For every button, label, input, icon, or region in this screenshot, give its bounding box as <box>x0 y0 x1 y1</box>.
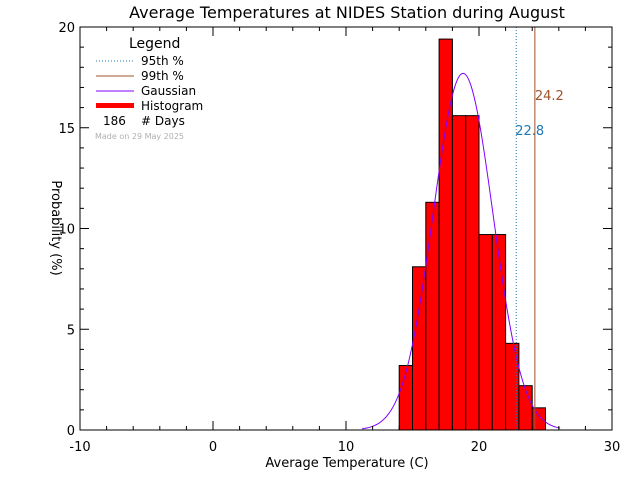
histogram-bar <box>478 234 493 431</box>
x-tick-label-4: 30 <box>604 440 621 455</box>
histogram-bar <box>531 407 547 431</box>
percentile-99-label: 24.2 <box>535 89 564 104</box>
y-tick-label-2: 10 <box>58 223 75 238</box>
x-tick-label-3: 20 <box>471 440 488 455</box>
made-on-note: Made on 29 May 2025 <box>95 132 184 141</box>
legend-days-count: 186 <box>103 114 126 128</box>
x-tick-label-0: -10 <box>69 440 90 455</box>
histogram-bar <box>425 201 440 431</box>
x-tick-label-1: 0 <box>209 440 217 455</box>
legend-label-histogram: Histogram <box>141 99 203 113</box>
histogram-bar <box>412 266 427 431</box>
histogram-bars <box>398 38 547 431</box>
y-tick-label-1: 5 <box>67 323 75 338</box>
legend-swatch-histogram <box>96 103 134 108</box>
chart-title: Average Temperatures at NIDES Station du… <box>129 3 565 22</box>
histogram-bar <box>491 234 507 431</box>
y-tick-label-4: 20 <box>58 21 75 36</box>
histogram-bar <box>518 385 533 431</box>
legend-title: Legend <box>129 36 180 52</box>
legend-label-99th: 99th % <box>141 69 184 83</box>
histogram-bar <box>465 115 480 431</box>
legend-label-95th: 95th % <box>141 54 184 68</box>
axis-ticks <box>79 26 613 431</box>
legend-label-gaussian: Gaussian <box>141 84 196 98</box>
histogram-bar <box>505 342 520 431</box>
histogram-bar <box>398 365 414 431</box>
x-tick-label-2: 10 <box>338 440 355 455</box>
percentile-95-label: 22.8 <box>515 124 544 139</box>
y-tick-label-0: 0 <box>67 424 75 439</box>
legend: Legend 95th % 99th % Gaussian Histogram … <box>95 36 203 141</box>
y-tick-label-3: 15 <box>58 122 75 137</box>
gaussian-curve <box>361 72 561 430</box>
x-axis-label: Average Temperature (C) <box>265 456 428 471</box>
y-axis-label: Probability (%) <box>48 180 63 275</box>
histogram-bar <box>438 38 453 431</box>
histogram-bar <box>451 115 467 431</box>
legend-days-label: # Days <box>141 114 185 128</box>
